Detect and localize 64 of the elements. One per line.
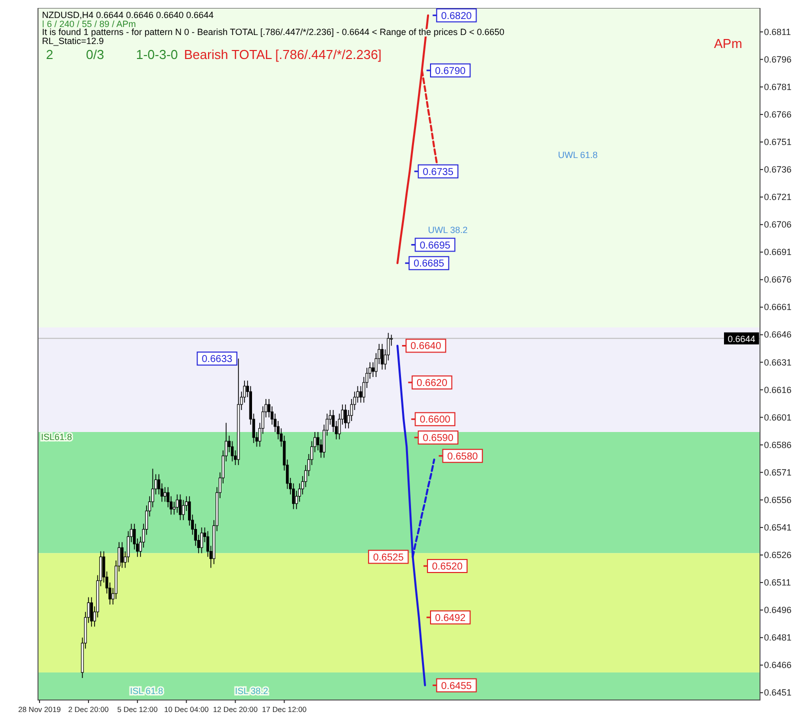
y-tick-label: 0.6766 <box>764 109 792 120</box>
y-tick-label: 0.6691 <box>764 247 792 258</box>
y-tick-label: 0.6571 <box>764 467 792 478</box>
y-tick-label: 0.6646 <box>764 330 792 340</box>
annotation: ISL 61.8 <box>130 686 164 696</box>
annotation: 0.6580 <box>447 451 478 462</box>
candlestick <box>380 344 384 370</box>
annotation: 2 <box>46 47 54 62</box>
y-tick-label: 0.6781 <box>764 82 792 92</box>
candlestick <box>182 500 185 521</box>
y-tick-label: 0.6451 <box>764 688 792 698</box>
candlestick <box>176 494 179 514</box>
y-tick-label: 0.6526 <box>764 550 792 560</box>
candlestick <box>372 362 374 378</box>
y-tick-label: 0.6706 <box>764 220 792 230</box>
chart-title: NZDUSD,H4 0.6644 0.6646 0.6640 0.6644 <box>42 10 214 20</box>
annotation: APm <box>714 36 742 51</box>
y-tick-label: 0.6631 <box>764 357 792 368</box>
annotation: 0.6820 <box>441 10 472 22</box>
candlestick <box>359 386 362 404</box>
y-tick-label: 0.6541 <box>764 522 792 532</box>
annotation: 0.6600 <box>420 414 451 426</box>
y-tick-label: 0.6751 <box>764 136 792 147</box>
y-tick-label: 0.6466 <box>764 660 792 670</box>
annotation: 0/3 <box>86 47 104 62</box>
annotation: 1-0-3-0 <box>136 47 178 62</box>
annotation: 0.6790 <box>435 66 466 77</box>
y-tick-label: 0.6616 <box>764 384 792 395</box>
candlestick <box>90 596 93 627</box>
annotation: 0.6640 <box>410 341 442 352</box>
y-tick-label: 0.6496 <box>764 605 792 616</box>
y-tick-label: 0.6511 <box>764 578 791 588</box>
candlestick <box>120 542 124 568</box>
y-tick-label: 0.6736 <box>764 164 792 175</box>
ref-line-label: 0.6644 <box>728 334 756 344</box>
y-tick-label: 0.6481 <box>764 632 792 643</box>
annotation: 0.6695 <box>420 240 451 252</box>
candlestick <box>344 404 347 429</box>
candlestick <box>164 486 166 502</box>
y-tick-label: 0.6796 <box>764 54 792 64</box>
y-tick-label: 0.6721 <box>764 192 792 202</box>
annotation: 0.6455 <box>441 680 472 692</box>
annotation: 0.6620 <box>416 378 448 389</box>
annotation: UWL 61.8 <box>558 150 598 160</box>
annotation: 0.6685 <box>414 258 445 270</box>
annotation: Bearish TOTAL [.786/.447/*/2.236] <box>184 47 382 62</box>
annotation: ISL61.8 <box>41 432 72 442</box>
y-tick-label: 0.6661 <box>764 302 792 312</box>
y-tick-label: 0.6676 <box>764 274 792 285</box>
candlestick <box>200 527 204 554</box>
annotation: 0.6520 <box>432 562 463 573</box>
y-tick-label: 0.6811 <box>764 26 791 37</box>
annotation: 0.6633 <box>202 354 233 366</box>
annotation: 0.6590 <box>422 433 454 444</box>
y-tick-label: 0.6556 <box>764 494 792 505</box>
candlestick <box>178 494 182 521</box>
annotation: ISL 38.2 <box>235 686 268 696</box>
annotation: 0.6735 <box>422 166 454 178</box>
annotation: RL_Static=12.9 <box>42 36 104 46</box>
y-tick-label: 0.6601 <box>764 412 792 422</box>
annotation: 0.6525 <box>373 552 404 564</box>
y-tick-label: 0.6586 <box>764 440 792 450</box>
annotation: UWL 38.2 <box>428 225 468 235</box>
annotation: 0.6492 <box>435 612 466 624</box>
